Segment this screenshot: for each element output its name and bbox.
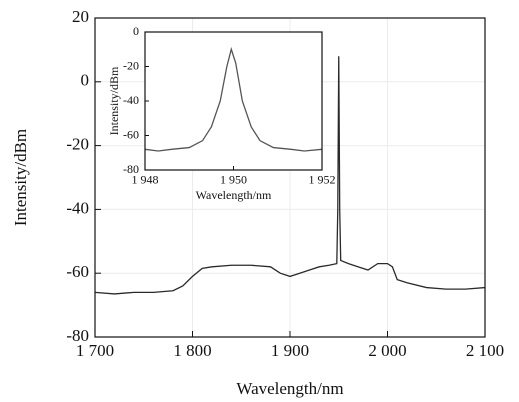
y-tick-label: 20 — [72, 7, 89, 26]
x-tick-label: 1 948 — [132, 173, 159, 187]
y-tick-label: 0 — [81, 71, 90, 90]
y-tick-label: -60 — [66, 262, 89, 281]
plot-frame — [144, 31, 323, 171]
x-tick-label: 1 950 — [220, 173, 247, 187]
spectrum-line — [94, 56, 486, 295]
y-axis-label: Intensity/dBm — [107, 66, 121, 135]
y-axis-label: Intensity/dBm — [11, 129, 30, 226]
x-tick-label: 1 700 — [76, 341, 114, 360]
x-axis-label: Wavelength/nm — [236, 379, 343, 398]
x-tick-label: 1 952 — [309, 173, 336, 187]
x-tick-label: 2 100 — [466, 341, 504, 360]
y-tick-label: -20 — [66, 135, 89, 154]
y-tick-label: -80 — [66, 326, 89, 345]
y-tick-label: -40 — [66, 198, 89, 217]
y-tick-label: -40 — [123, 93, 139, 107]
spectrum-line — [144, 46, 323, 152]
x-tick-label: 1 900 — [271, 341, 309, 360]
y-tick-label: -60 — [123, 127, 139, 141]
x-tick-label: 2 000 — [368, 341, 406, 360]
y-tick-label: -20 — [123, 58, 139, 72]
plot-frame — [94, 17, 486, 338]
x-tick-label: 1 800 — [173, 341, 211, 360]
x-axis-label: Wavelength/nm — [196, 188, 272, 202]
y-tick-label: -80 — [123, 162, 139, 176]
y-tick-label: 0 — [133, 24, 139, 38]
